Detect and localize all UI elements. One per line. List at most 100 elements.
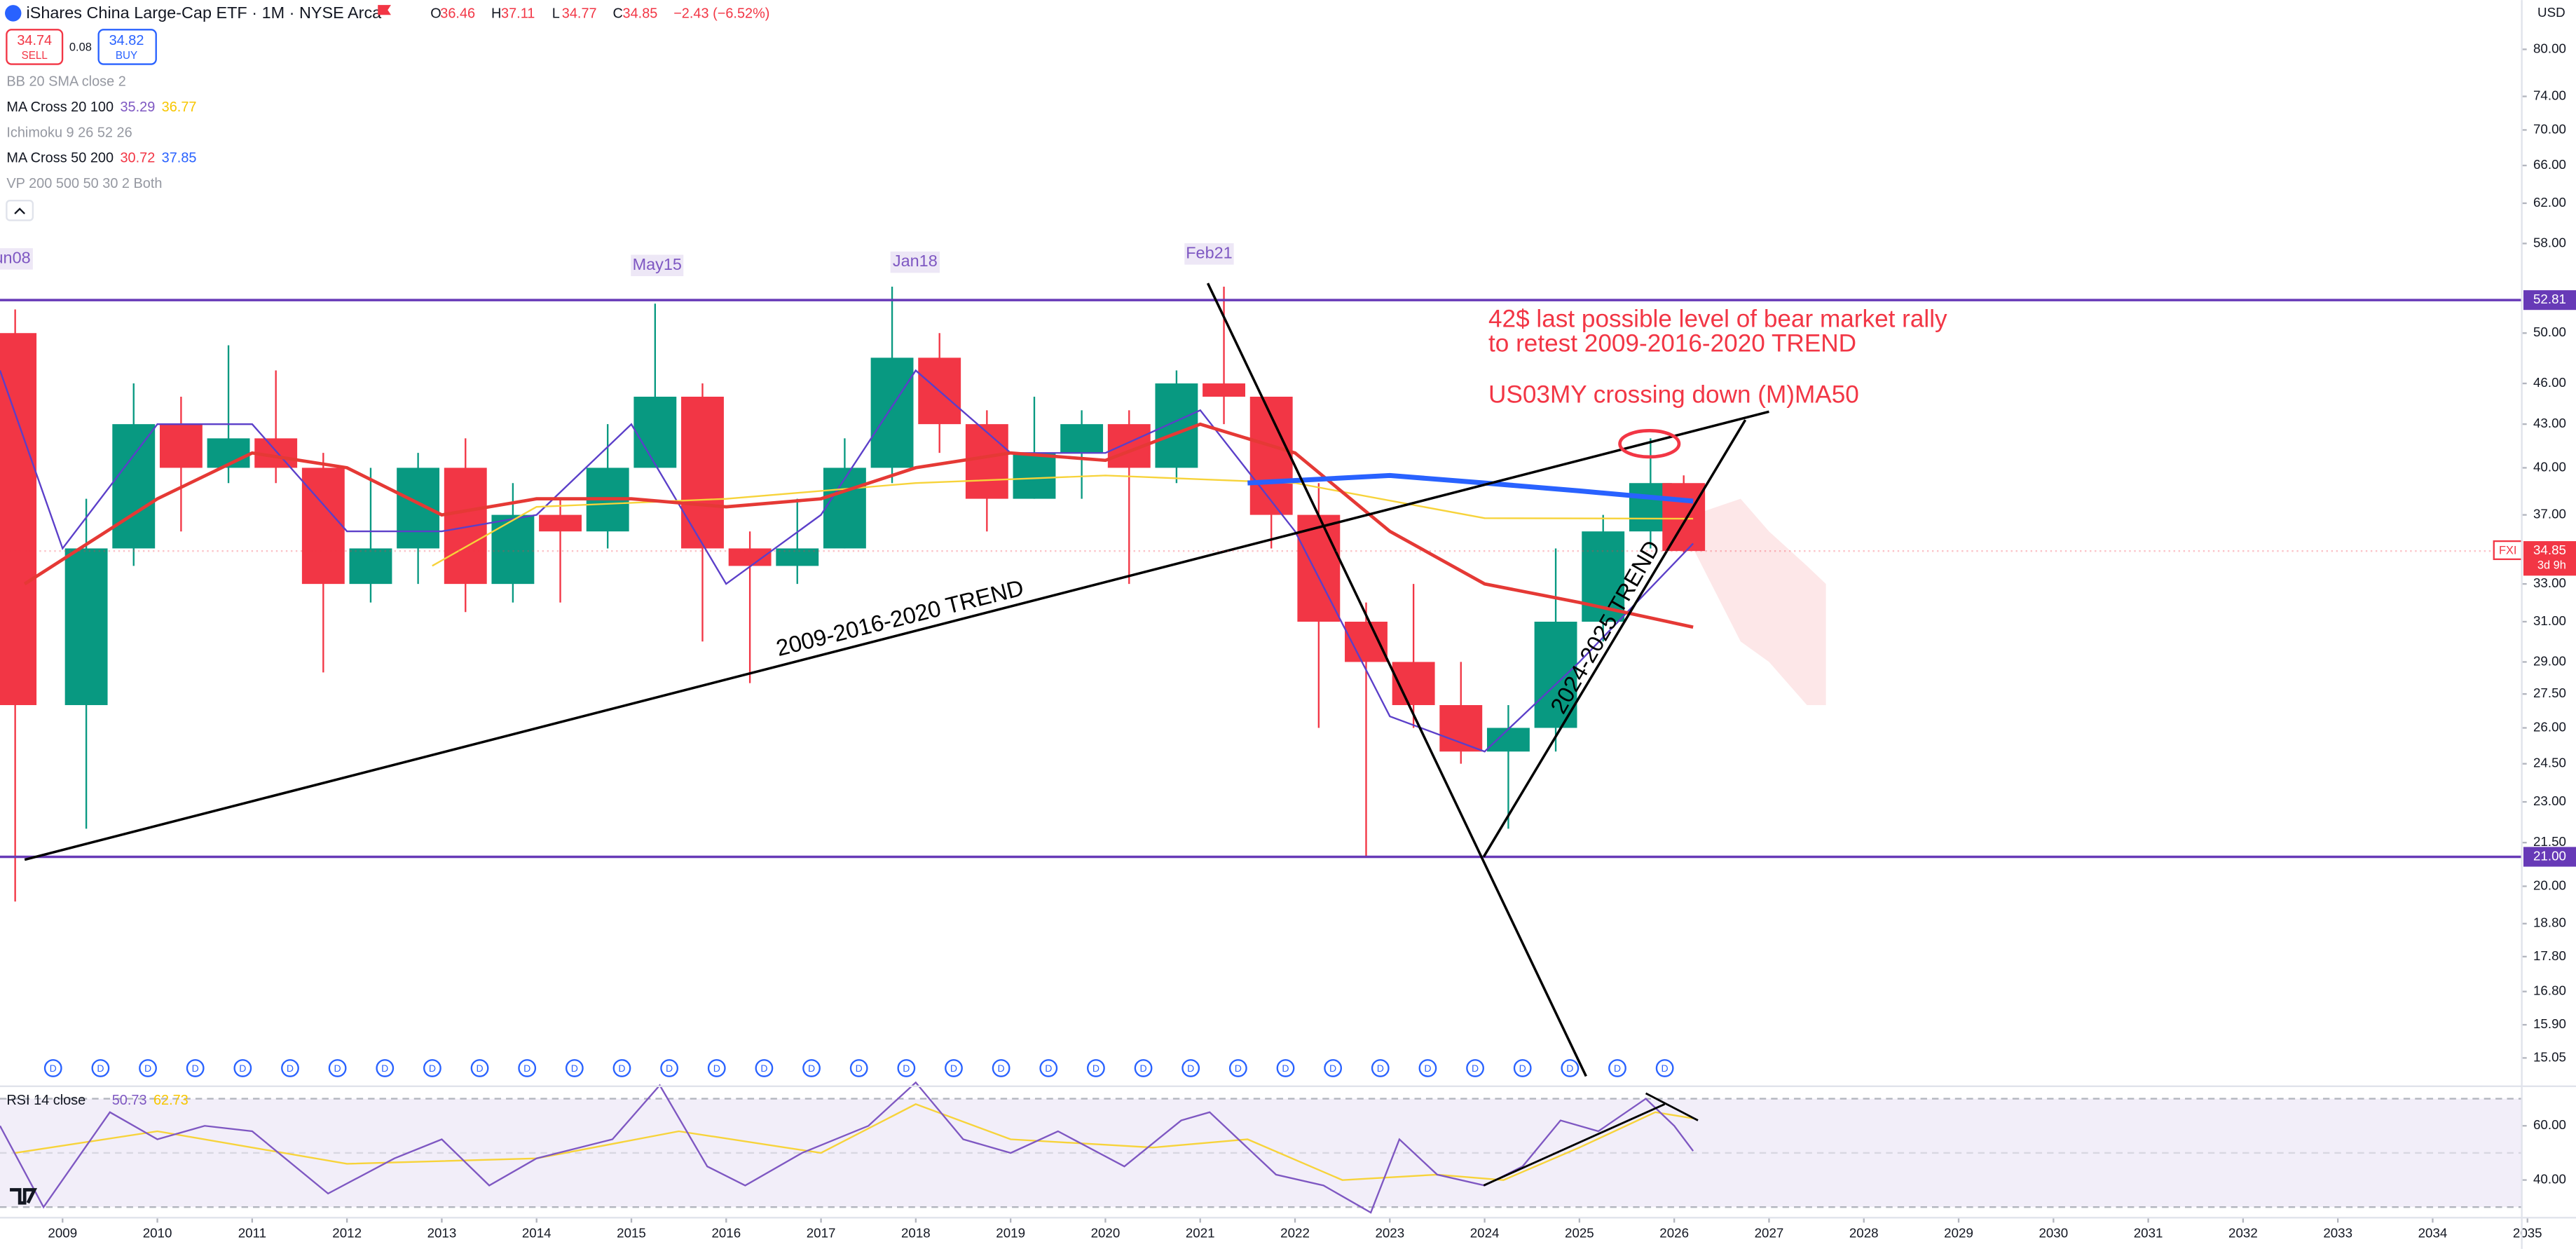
x-tick-label: 2030	[2039, 1226, 2068, 1241]
x-tick-label: 2029	[1944, 1226, 1973, 1241]
dividend-label: D	[618, 1063, 625, 1074]
candle-body	[681, 396, 724, 549]
indicator-name[interactable]: Ichimoku 9 26 52 26	[6, 125, 132, 140]
x-tick-label: 2019	[996, 1226, 1025, 1241]
x-tick-label: 2032	[2228, 1226, 2258, 1241]
x-tick-label: 2010	[143, 1226, 172, 1241]
x-tick-label: 2028	[1849, 1226, 1879, 1241]
candle-body	[1203, 383, 1245, 397]
dividend-label: D	[856, 1063, 863, 1074]
peak-label: Feb21	[1186, 244, 1232, 262]
dividend-label: D	[381, 1063, 388, 1074]
collapse-button[interactable]	[6, 199, 34, 221]
ohlc-value: 36.46	[440, 6, 475, 21]
x-tick-label: 2011	[238, 1226, 266, 1241]
dividend-marker	[1276, 1059, 1295, 1077]
dividend-label: D	[1472, 1063, 1479, 1074]
flag-icon[interactable]	[378, 5, 391, 15]
dividend-label: D	[50, 1063, 57, 1074]
indicator-name[interactable]: MA Cross 50 200	[6, 151, 114, 166]
y-tick-label: 24.50	[2533, 756, 2566, 770]
x-tick-label: 2033	[2323, 1226, 2352, 1241]
symbol-label: FXI	[2499, 544, 2517, 557]
dividend-marker	[1561, 1059, 1580, 1077]
dividend-marker	[755, 1059, 774, 1077]
dividend-marker	[1181, 1059, 1200, 1077]
dividend-label: D	[334, 1063, 341, 1074]
y-tick-label: 58.00	[2533, 235, 2566, 250]
highlight-circle	[1618, 429, 1681, 459]
dividend-label: D	[287, 1063, 294, 1074]
dividend-marker	[1655, 1059, 1674, 1077]
y-tick-label: 80.00	[2533, 41, 2566, 55]
dividend-marker	[186, 1059, 205, 1077]
dividend-marker	[1371, 1059, 1390, 1077]
rsi-value: 50.73	[112, 1093, 147, 1108]
dividend-label: D	[1519, 1063, 1526, 1074]
trendline	[1482, 419, 1747, 858]
rsi-trendline	[1483, 1103, 1666, 1187]
dividend-label: D	[1377, 1063, 1384, 1074]
x-tick-label: 2013	[427, 1226, 457, 1241]
candle-body	[301, 467, 345, 585]
price-line-label: 21.00	[2533, 848, 2566, 863]
annotation: 42$ last possible level of bear market r…	[1488, 306, 1947, 333]
dividend-label: D	[760, 1063, 767, 1074]
peak-tag	[631, 254, 684, 276]
dividend-marker	[281, 1059, 299, 1077]
dividend-marker	[660, 1059, 679, 1077]
dividend-marker	[233, 1059, 252, 1077]
dividend-label: D	[144, 1063, 151, 1074]
moving-average	[0, 369, 1694, 753]
dividend-label: D	[239, 1063, 246, 1074]
x-tick-label: 2017	[807, 1226, 836, 1241]
candle-body	[633, 396, 677, 468]
y-tick-label: 62.00	[2533, 195, 2566, 210]
dividend-marker	[992, 1059, 1010, 1077]
symbol-title[interactable]: iShares China Large-Cap ETF · 1M · NYSE …	[27, 4, 383, 22]
dividend-label: D	[1187, 1063, 1194, 1074]
indicator-name[interactable]: MA Cross 20 100	[6, 100, 114, 115]
last-price-tag	[2523, 541, 2576, 576]
x-tick-label: 2035	[2513, 1226, 2542, 1241]
rsi-value: 62.73	[153, 1093, 189, 1108]
ohlc-key: C	[612, 6, 622, 21]
indicator-name[interactable]: VP 200 500 50 30 2 Both	[6, 176, 162, 191]
currency[interactable]: USD	[2537, 5, 2565, 20]
dividend-marker	[897, 1059, 916, 1077]
ohlc-key: H	[491, 6, 501, 21]
symbol-icon[interactable]	[5, 5, 22, 22]
x-tick-label: 2015	[617, 1226, 646, 1241]
y-tick-label: 17.80	[2533, 948, 2566, 963]
dividend-marker	[1608, 1059, 1626, 1077]
candle-body	[965, 424, 1008, 499]
y-tick-label: 15.05	[2533, 1049, 2566, 1064]
moving-average	[432, 475, 1694, 567]
x-tick-label: 2014	[522, 1226, 551, 1241]
x-tick-label: 2016	[711, 1226, 741, 1241]
buy-button[interactable]	[97, 29, 157, 65]
dividend-label: D	[476, 1063, 483, 1074]
x-tick-label: 2023	[1375, 1226, 1404, 1241]
candle-body	[823, 467, 866, 549]
dividend-marker	[849, 1059, 868, 1077]
spread: 0.08	[69, 41, 92, 53]
x-tick-label: 2009	[48, 1226, 77, 1241]
sell-button[interactable]	[6, 29, 64, 65]
buy-price: 34.82	[109, 33, 144, 48]
candle-body	[397, 467, 440, 549]
y-tick-label: 74.00	[2533, 88, 2566, 103]
indicator-name[interactable]: BB 20 SMA close 2	[6, 74, 125, 90]
dividend-marker	[945, 1059, 963, 1077]
collapse-icon	[14, 207, 25, 214]
rsi-name[interactable]: RSI 14 close	[6, 1093, 85, 1108]
dividend-label: D	[1566, 1063, 1573, 1074]
x-tick-label: 2031	[2134, 1226, 2163, 1241]
dividend-marker	[1418, 1059, 1437, 1077]
indicator-legend: BB 20 SMA close 2 MA Cross 20 100 35.29 36.…	[6, 74, 196, 191]
dividend-label: D	[1282, 1063, 1289, 1074]
dividend-label: D	[998, 1063, 1005, 1074]
y-tick-label: 70.00	[2533, 121, 2566, 136]
layers: 80.00 74.00 70.00 66.00 62.00 58.00 50.00 46.00…	[0, 41, 2576, 1241]
peak-tag	[890, 251, 940, 273]
